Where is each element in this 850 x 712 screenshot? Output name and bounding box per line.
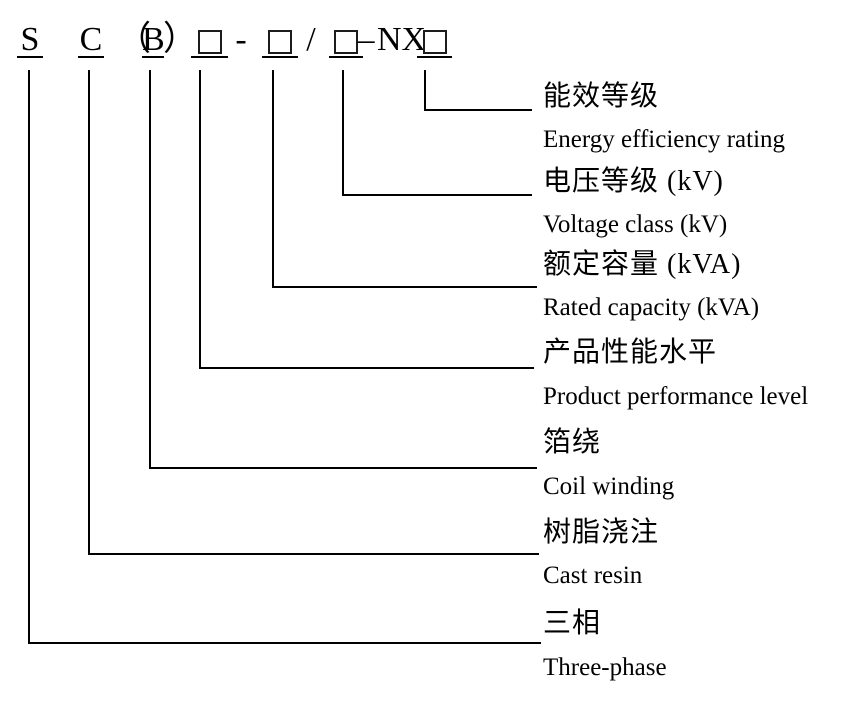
- code-letters-nx: NX: [377, 21, 427, 58]
- leader-line-rated-capacity: [272, 70, 537, 288]
- code-letter-c: C: [78, 21, 104, 58]
- label-cn-coil-winding: 箔绕: [543, 427, 602, 458]
- leader-line-voltage-class: [342, 70, 532, 196]
- label-cn-voltage-class: 电压等级 (kV): [543, 166, 724, 197]
- label-en-product-performance: Product performance level: [543, 383, 809, 410]
- label-en-rated-capacity: Rated capacity (kVA): [543, 294, 760, 321]
- label-cn-product-performance: 产品性能水平: [543, 337, 718, 368]
- leader-line-three-phase: [28, 70, 541, 644]
- code-box-energy-efficiency: [417, 22, 452, 58]
- label-en-cast-resin: Cast resin: [543, 562, 643, 589]
- code-hyphen: -: [235, 21, 247, 58]
- code-slash: /: [306, 21, 316, 58]
- label-en-energy-efficiency: Energy efficiency rating: [543, 126, 786, 153]
- leader-line-product-performance: [199, 70, 534, 369]
- label-cn-energy-efficiency: 能效等级: [543, 81, 660, 112]
- code-paren-close: ）: [163, 21, 197, 58]
- label-en-coil-winding: Coil winding: [543, 473, 675, 500]
- label-cn-three-phase: 三相: [543, 608, 602, 639]
- code-letter-s: S: [17, 22, 43, 58]
- leader-line-energy-efficiency: [424, 70, 532, 111]
- placeholder-box-icon: [197, 30, 222, 54]
- leader-line-coil-winding: [149, 70, 537, 469]
- code-box-performance: [191, 22, 228, 58]
- code-dash: –: [357, 21, 375, 58]
- label-en-three-phase: Three-phase: [543, 654, 667, 681]
- code-paren-open: （: [117, 21, 151, 58]
- code-box-voltage: [329, 22, 363, 58]
- label-en-voltage-class: Voltage class (kV): [543, 211, 728, 238]
- code-box-capacity: [262, 22, 298, 58]
- label-cn-cast-resin: 树脂浇注: [543, 517, 660, 548]
- code-letter-b: B: [142, 21, 165, 58]
- placeholder-box-icon: [334, 30, 358, 54]
- label-cn-rated-capacity: 额定容量 (kVA): [543, 249, 742, 280]
- placeholder-box-icon: [422, 30, 447, 54]
- placeholder-box-icon: [268, 30, 292, 54]
- leader-line-cast-resin: [88, 70, 539, 555]
